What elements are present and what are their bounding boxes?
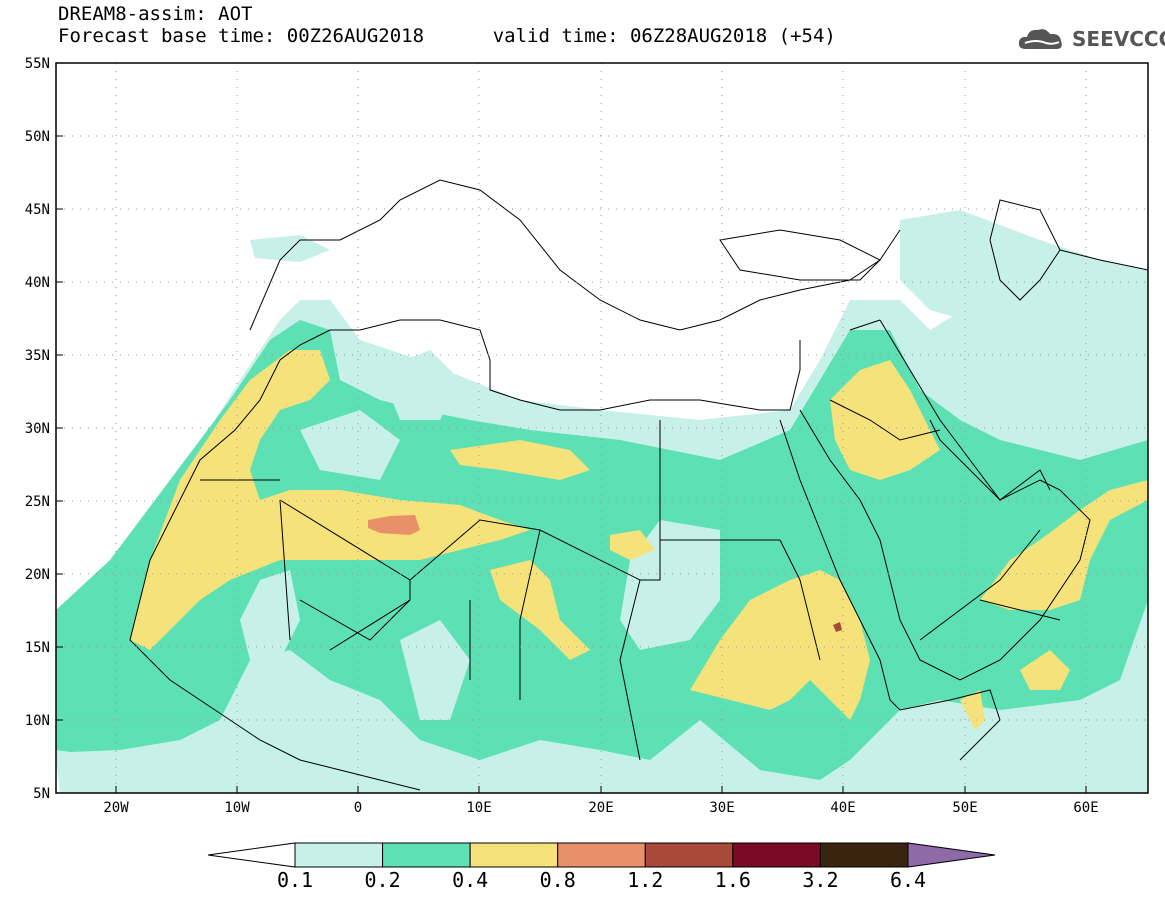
lat-label: 20N — [25, 567, 50, 583]
colorbar-under-triangle — [207, 842, 296, 868]
base-time-label: Forecast base time: 00Z26AUG2018 — [58, 25, 425, 47]
aot-contour-0-1 — [900, 210, 1148, 340]
colorbar-level-label: 1.2 — [627, 868, 664, 892]
colorbar-level-label: 0.8 — [539, 868, 576, 892]
coastlines — [129, 179, 1148, 791]
aot-contour-0-1 — [380, 350, 460, 420]
aot-contour-0-4 — [980, 480, 1148, 610]
lat-labels: 5N 10N 15N 20N 25N 30N 35N 40N 45N 50N 5… — [25, 56, 50, 802]
colorbar-level-label: 1.6 — [714, 868, 751, 892]
aot-contour-0-1 — [250, 235, 330, 262]
aot-contour-0-1 — [300, 410, 400, 480]
coastline-arabia — [799, 409, 1091, 681]
coastline-black-sea — [719, 229, 881, 281]
colorbar-level-label: 3.2 — [802, 868, 839, 892]
aot-contour-0-4 — [130, 350, 530, 650]
aot-contour-0-8 — [368, 515, 420, 535]
lon-label: 0 — [354, 800, 362, 816]
coastline-europe — [249, 179, 901, 331]
colorbar — [207, 842, 996, 868]
map-subtitle: Forecast base time: 00Z26AUG2018 valid t… — [58, 26, 836, 46]
cloud-icon — [1018, 29, 1062, 49]
coastline-africa-west — [129, 329, 421, 791]
aot-contour-0-1 — [240, 570, 300, 660]
colorbar-level-label: 0.4 — [452, 868, 489, 892]
lon-label: 60E — [1073, 800, 1098, 816]
coastline-red-sea — [779, 419, 1001, 761]
colorbar-box — [382, 842, 471, 868]
colorbar-box — [557, 842, 646, 868]
lon-label: 10E — [466, 800, 491, 816]
lon-label: 20W — [103, 800, 129, 816]
tick-marks — [56, 135, 1087, 793]
lat-label: 5N — [33, 786, 50, 802]
border-lines — [200, 319, 1061, 761]
lon-labels: 20W 10W 0 10E 20E 30E 40E 50E 60E — [103, 800, 1098, 816]
graticule — [56, 63, 1148, 793]
colorbar-level-label: 6.4 — [889, 868, 927, 892]
colorbar-box — [819, 842, 909, 868]
coastline-east — [1059, 249, 1148, 271]
lon-label: 20E — [588, 800, 613, 816]
lat-label: 45N — [25, 202, 50, 218]
colorbar-box — [294, 842, 384, 868]
colorbar-box — [469, 842, 559, 868]
aot-contour-0-4 — [610, 530, 655, 560]
lon-label: 40E — [830, 800, 855, 816]
aot-contour-0-4 — [960, 690, 985, 730]
lat-label: 40N — [25, 275, 50, 291]
colorbar-level-label: 0.2 — [364, 868, 401, 892]
aot-contour-0-4 — [490, 560, 590, 660]
colorbar-box — [732, 842, 821, 868]
aot-contour-0-4 — [690, 570, 870, 720]
colorbar-over-triangle — [907, 842, 996, 868]
coastline-gulf — [939, 419, 1051, 501]
aot-contour-0-4 — [1020, 650, 1070, 690]
lat-label: 25N — [25, 494, 50, 510]
lat-label: 50N — [25, 129, 50, 145]
aot-contour-1-2 — [833, 622, 842, 632]
colorbar-level-label: 0.1 — [276, 868, 314, 892]
aot-contour-0-4 — [450, 440, 590, 480]
coastline-mediterranean — [330, 319, 801, 411]
valid-time-label: valid time: 06Z28AUG2018 (+54) — [492, 25, 836, 47]
lat-label: 10N — [25, 713, 50, 729]
lat-label: 55N — [25, 56, 50, 72]
aot-contour-0-1 — [400, 620, 470, 720]
logo-text: SEEVCCC — [1072, 27, 1165, 51]
lat-label: 15N — [25, 640, 50, 656]
aot-field — [56, 210, 1148, 793]
seevccc-logo: SEEVCCC — [1016, 22, 1165, 56]
lat-label: 35N — [25, 348, 50, 364]
colorbar-box — [644, 842, 734, 868]
aot-contour-0-4 — [830, 360, 940, 480]
lon-label: 10W — [224, 800, 250, 816]
lat-label: 30N — [25, 421, 50, 437]
map-title: DREAM8-assim: AOT — [58, 3, 253, 25]
lon-label: 30E — [709, 800, 734, 816]
lon-label: 50E — [952, 800, 977, 816]
coastline-caspian — [989, 199, 1061, 301]
